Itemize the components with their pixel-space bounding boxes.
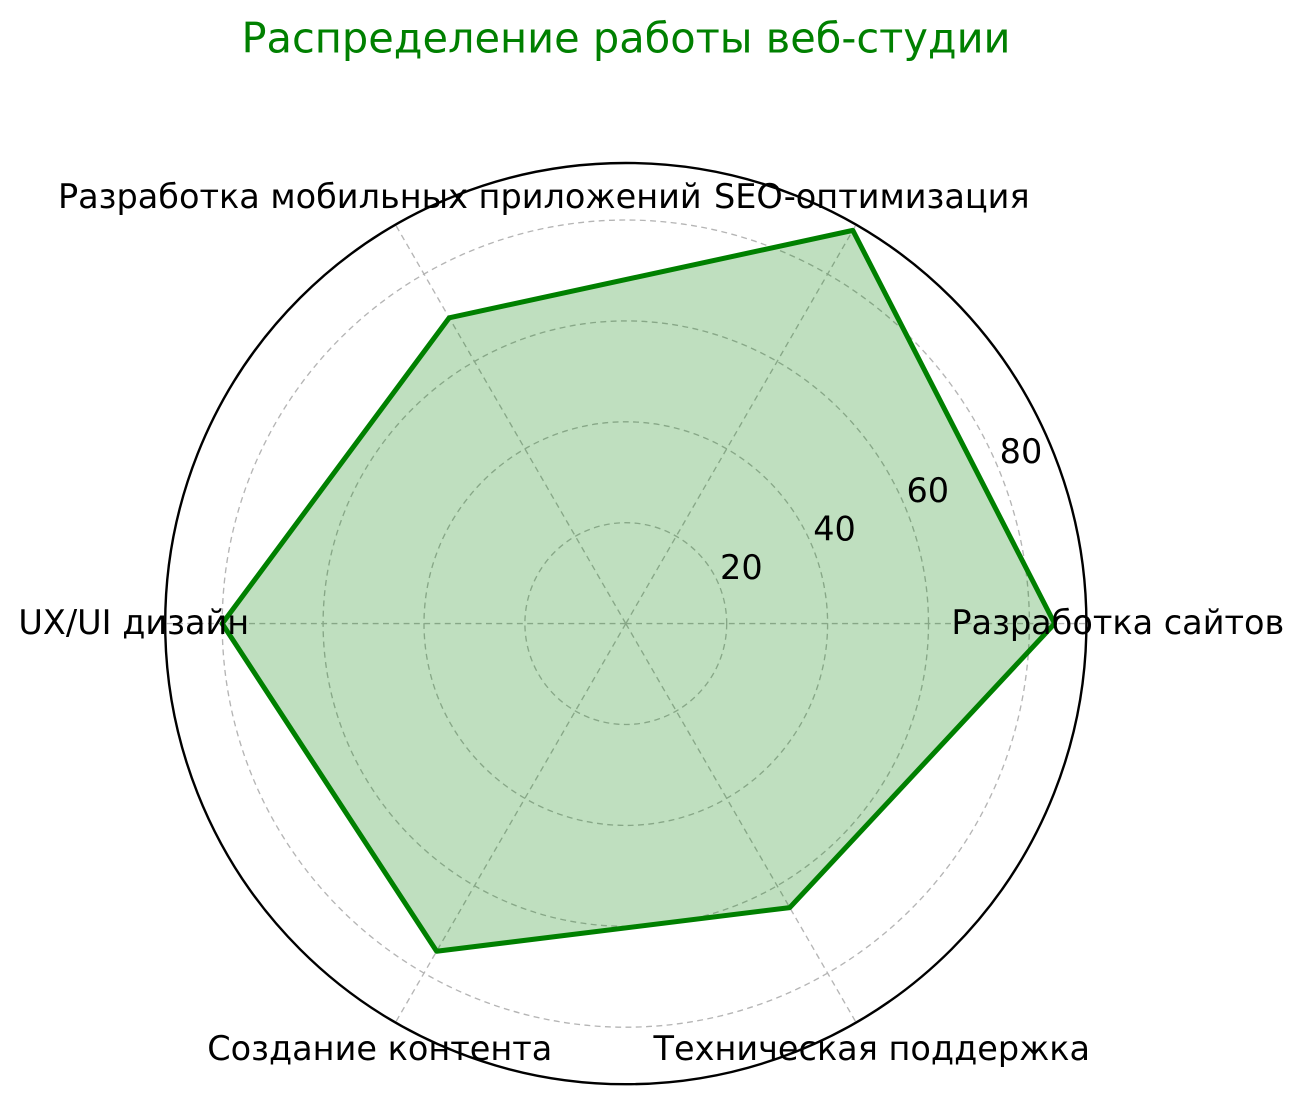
radial-tick-label-60: 60	[906, 471, 949, 510]
category-label-1: SEO-оптимизация	[714, 177, 1030, 216]
chart-title: Распределение работы веб-студии	[241, 14, 1010, 63]
radial-tick-label-40: 40	[813, 509, 856, 548]
radial-tick-labels: 20 40 60 80	[720, 432, 1042, 587]
category-label-0: Разработка сайтов	[951, 603, 1284, 642]
category-label-3: UX/UI дизайн	[18, 603, 249, 642]
grid-ring-40	[423, 421, 829, 827]
category-labels: Разработка сайтов SEO-оптимизация Разработ…	[18, 177, 1284, 1068]
polar-outline-circle	[163, 161, 1088, 1086]
category-label-2: Разработка мобильных приложений	[58, 177, 702, 216]
category-label-5: Техническая поддержка	[653, 1029, 1091, 1068]
series-fill	[222, 230, 1055, 952]
radar-series	[219, 227, 1058, 954]
grid-ring-20	[524, 522, 728, 726]
radial-tick-label-20: 20	[720, 548, 763, 587]
grid-spoke-2	[394, 224, 627, 624]
grid-spoke-1	[625, 224, 857, 624]
radial-tick-label-80: 80	[1000, 432, 1043, 471]
grid-spoke-5	[625, 623, 857, 1023]
grid-spoke-4	[394, 623, 627, 1023]
category-label-4: Создание контента	[207, 1029, 552, 1068]
series-outline	[219, 227, 1058, 954]
